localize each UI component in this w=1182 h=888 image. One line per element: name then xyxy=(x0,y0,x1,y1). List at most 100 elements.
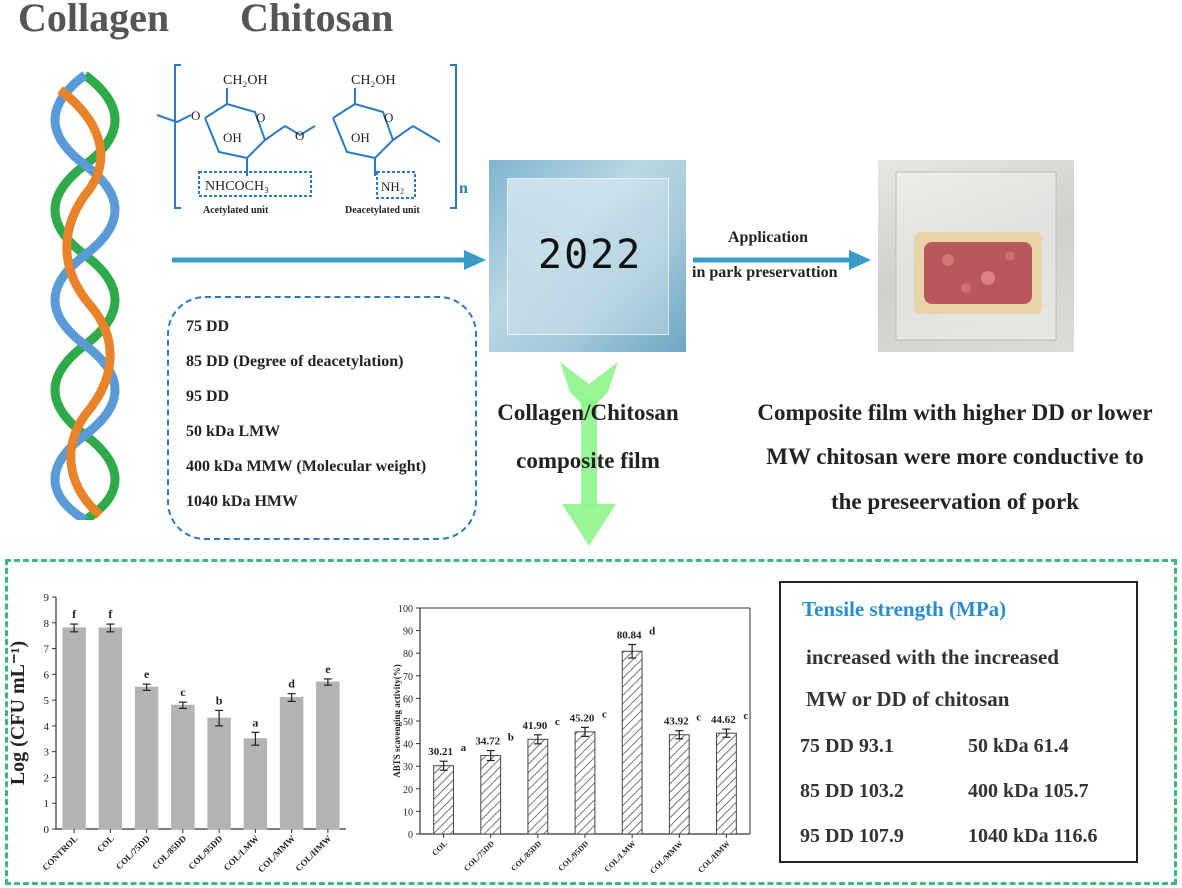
significance-letter: a xyxy=(252,715,258,729)
y-tick-label: 80 xyxy=(403,649,413,660)
y-tick-label: 20 xyxy=(403,785,413,796)
conclusion-line1: Composite film with higher DD or lower xyxy=(757,400,1153,425)
film-caption-line1: Collagen/Chitosan xyxy=(497,400,679,425)
y-tick-label: 6 xyxy=(44,669,50,681)
conclusion-line2: MW chitosan were more conductive to xyxy=(766,444,1144,469)
ring-oxygen-1: O xyxy=(256,110,265,125)
tensile-heading: Tensile strength (MPa) xyxy=(802,597,1007,621)
cfu-bar-chart: 0 1 2 3 4 5 6 7 8 9 Log (CFU mL⁻¹) f CONTROL f COL e COL… xyxy=(8,592,346,874)
data-label: 43.92 xyxy=(664,716,689,728)
bar xyxy=(668,734,690,835)
ring-oxygen-2: O xyxy=(384,110,393,125)
significance-letter: c xyxy=(555,716,560,728)
variables-box xyxy=(167,296,477,540)
y-tick-label: 1 xyxy=(44,798,50,810)
bar xyxy=(480,755,502,835)
x-tick-label: COL/75DD xyxy=(114,833,153,872)
variable-item: 75 DD xyxy=(186,318,230,335)
y-tick-label: 2 xyxy=(44,772,50,784)
film-caption-line2: composite film xyxy=(516,448,660,473)
ch2oh-label-2: CH₂OH xyxy=(351,73,396,88)
x-tick-label: CONTROL xyxy=(40,833,79,872)
bar xyxy=(433,765,454,835)
film-label: 2022 xyxy=(538,232,643,278)
chitosan-title: Chitosan xyxy=(240,0,394,40)
data-label: 45.20 xyxy=(570,712,595,724)
bridge-oxygen: O xyxy=(295,128,304,143)
x-tick-label: COL xyxy=(430,839,449,858)
tensile-line1: increased with the increased xyxy=(806,645,1059,669)
nh2-label: NH₂ xyxy=(381,179,404,194)
x-tick-label: COL/LMW xyxy=(222,833,261,872)
y-axis-label: Log (CFU mL⁻¹) xyxy=(8,641,29,785)
collagen-helix-illustration xyxy=(50,71,120,520)
y-tick-label: 0 xyxy=(408,830,413,841)
data-label: 34.72 xyxy=(475,736,500,748)
repeat-n-label: n xyxy=(459,180,468,197)
ch2oh-label-1: CH₂OH xyxy=(223,73,268,88)
acetylated-unit-label: Acetylated unit xyxy=(203,205,269,216)
variable-item: 1040 kDa HMW xyxy=(186,493,298,510)
bar xyxy=(243,738,268,830)
bar xyxy=(621,650,643,835)
tensile-value-85dd: 85 DD 103.2 xyxy=(800,780,904,802)
y-axis-label: ABTS scavenging activity(%) xyxy=(392,664,402,778)
bar xyxy=(316,681,340,830)
bar xyxy=(134,686,159,830)
y-tick-label: 9 xyxy=(44,592,50,604)
nhcoch3-label: NHCOCH₃ xyxy=(205,179,269,194)
arrow-to-film xyxy=(172,250,486,270)
y-tick-label: 0 xyxy=(44,824,50,836)
film-sheet xyxy=(507,178,669,335)
left-oxygen-label: O xyxy=(191,108,200,123)
significance-letter: c xyxy=(602,708,607,720)
data-label: 41.90 xyxy=(522,720,547,732)
x-tick-label: COL/95DD xyxy=(186,833,225,872)
bar xyxy=(574,731,596,835)
y-tick-label: 5 xyxy=(44,695,50,707)
y-tick-label: 30 xyxy=(403,762,413,773)
x-tick-label: COL/HMW xyxy=(293,833,333,873)
significance-letter: b xyxy=(216,693,223,707)
y-tick-label: 3 xyxy=(44,747,50,759)
variable-item: 85 DD (Degree of deacetylation) xyxy=(186,353,404,370)
helix-strand-orange xyxy=(57,86,115,519)
x-tick-label: COL/MMW xyxy=(256,833,297,874)
significance-letter: f xyxy=(72,607,77,621)
x-tick-label: COL/85DD xyxy=(150,833,189,872)
y-tick-label: 100 xyxy=(398,604,413,615)
application-sublabel: in park preservattion xyxy=(692,264,838,281)
arrow-to-application xyxy=(693,250,871,270)
tensile-value-400kda: 400 kDa 105.7 xyxy=(968,780,1089,802)
significance-letter: d xyxy=(288,677,295,691)
data-label: 44.62 xyxy=(711,714,736,726)
variable-item: 400 kDa MMW (Molecular weight) xyxy=(186,458,427,475)
significance-letter: f xyxy=(108,607,113,621)
significance-letter: c xyxy=(743,710,748,722)
abts-bar-chart: 0 10 20 30 40 50 60 70 80 90 100 ABTS scavenging ac… xyxy=(392,604,751,876)
y-tick-label: 7 xyxy=(44,644,50,656)
y-tick-label: 8 xyxy=(44,618,50,630)
application-label: Application xyxy=(728,229,809,246)
significance-letter: d xyxy=(649,626,655,638)
tensile-strength-box xyxy=(779,581,1138,863)
x-tick-label: COL/95DD xyxy=(556,839,590,873)
green-down-arrow xyxy=(560,362,618,546)
significance-letter: b xyxy=(508,732,514,744)
data-label: 80.84 xyxy=(617,630,642,642)
y-tick-label: 10 xyxy=(403,807,413,818)
significance-letter: c xyxy=(180,685,186,699)
x-tick-label: COL/75DD xyxy=(462,839,496,873)
significance-letter: e xyxy=(144,667,150,681)
x-tick-label: COL/HMW xyxy=(696,839,732,875)
bar xyxy=(279,697,304,830)
y-tick-label: 50 xyxy=(403,717,413,728)
tensile-value-50kda: 50 kDa 61.4 xyxy=(968,735,1069,757)
significance-letter: e xyxy=(325,662,331,676)
variable-item: 50 kDa LMW xyxy=(186,423,281,440)
conclusion-line3: the preseervation of pork xyxy=(830,489,1080,514)
results-panel xyxy=(5,559,1177,885)
bar xyxy=(527,738,549,835)
oh-label-2: OH xyxy=(351,130,370,145)
y-tick-label: 60 xyxy=(403,694,413,705)
